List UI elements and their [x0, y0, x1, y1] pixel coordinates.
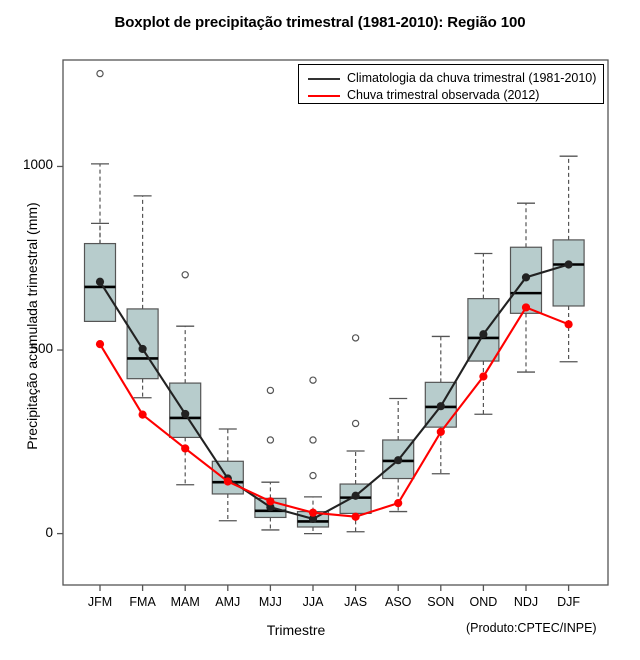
box-iqr [552, 239, 585, 307]
x-tick-label-jfm: JFM [87, 595, 113, 609]
outlier-point [266, 386, 275, 395]
chart-legend: Climatologia da chuva trimestral (1981-2… [298, 64, 604, 104]
outlier-point [96, 69, 104, 78]
x-tick-label-jja: JJA [302, 595, 324, 609]
series-observed [95, 303, 573, 521]
boxplot-mam [169, 271, 202, 486]
boxplot-aso [382, 397, 415, 513]
boxplot-jfm [83, 69, 117, 322]
series-point [223, 477, 232, 486]
x-tick-label-mjj: MJJ [258, 595, 282, 609]
outlier-point [309, 471, 317, 480]
legend-swatch-line [308, 78, 340, 80]
y-tick-label: 0 [45, 524, 53, 540]
series-point [394, 456, 403, 465]
series-climatology [95, 260, 573, 524]
series-point [564, 320, 573, 329]
outlier-point [309, 376, 317, 384]
boxplot-series-group [83, 69, 585, 535]
legend-item-0: Climatologia da chuva trimestral (1981-2… [299, 71, 605, 87]
x-tick-label-aso: ASO [384, 595, 412, 609]
series-line [99, 263, 569, 521]
outlier-point [181, 271, 189, 279]
series-point [181, 444, 190, 453]
series-point [564, 260, 573, 269]
x-tick-label-ndj: NDJ [513, 595, 539, 609]
legend-swatch-line [308, 95, 340, 97]
series-point [95, 340, 105, 349]
x-tick-label-djf: DJF [557, 595, 581, 609]
outlier-point [351, 419, 360, 428]
line-series-group [95, 260, 573, 524]
series-point [138, 344, 147, 354]
series-point [308, 508, 318, 517]
series-point [351, 512, 360, 521]
series-point [95, 277, 105, 286]
series-point [521, 273, 531, 282]
axes-group [57, 59, 609, 591]
y-tick-label: 500 [30, 341, 53, 357]
x-axis-title: Trimestre [266, 622, 326, 638]
box-iqr [126, 308, 159, 380]
x-tick-label-jas: JAS [344, 595, 368, 609]
legend-label: Climatologia da chuva trimestral (1981-2… [347, 71, 597, 85]
credit-annotation: (Produto:CPTEC/INPE) [466, 621, 597, 635]
legend-item-1: Chuva trimestral observada (2012) [299, 88, 605, 104]
series-line [99, 306, 569, 518]
series-point [266, 497, 275, 506]
series-point [181, 409, 190, 419]
series-point [479, 372, 488, 381]
boxplot-djf [552, 155, 585, 363]
series-point [394, 499, 403, 508]
x-tick-label-fma: FMA [129, 595, 156, 609]
x-tick-label-amj: AMJ [215, 595, 241, 609]
x-tick-label-mam: MAM [170, 595, 200, 609]
series-point [266, 503, 275, 512]
series-point [138, 410, 147, 419]
outlier-point [266, 436, 275, 444]
boxplot-ndj [509, 202, 543, 373]
series-point [308, 514, 318, 524]
outlier-point [351, 334, 360, 342]
chart-title: Boxplot de precipitação trimestral (1981… [114, 14, 526, 31]
series-point [436, 402, 445, 411]
x-tick-label-ond: OND [469, 595, 498, 609]
series-point [436, 427, 445, 437]
outlier-point [309, 436, 317, 444]
x-tick-label-son: SON [427, 595, 455, 609]
series-point [351, 491, 360, 500]
plot-frame [62, 59, 609, 586]
boxplot-fma [126, 195, 159, 399]
y-tick-label: 1000 [22, 157, 53, 173]
series-point [479, 330, 488, 339]
legend-label: Chuva trimestral observada (2012) [347, 88, 540, 102]
series-point [521, 303, 531, 312]
